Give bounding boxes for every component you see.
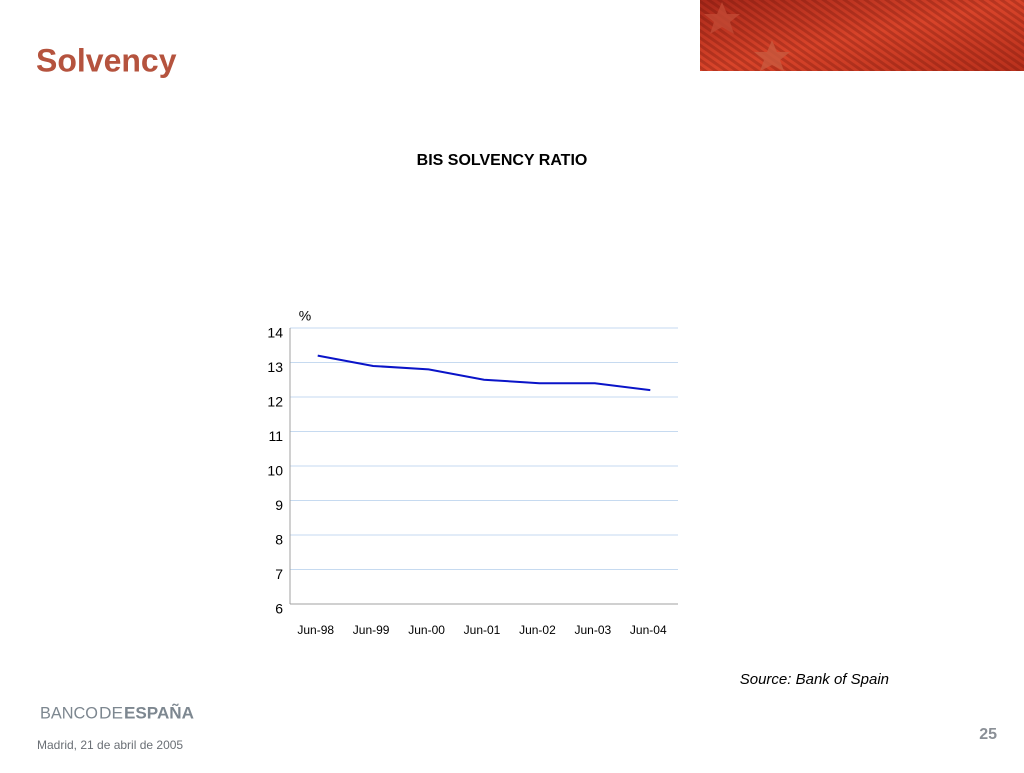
x-tick-label: Jun-00	[408, 623, 445, 637]
y-tick-label: 8	[275, 532, 283, 548]
y-tick-label: 10	[267, 463, 283, 479]
y-tick-label: 12	[267, 394, 283, 410]
y-tick-label: 13	[267, 359, 283, 375]
logo: BANCO DE ESPAÑA	[40, 702, 194, 722]
y-tick-label: 7	[275, 566, 283, 582]
logo-text: BANCO	[40, 703, 98, 722]
plot: 6 7 8 9 10 11 12 13 14 Jun-98 Jun-99 Jun-00 Jun-01 Ju…	[267, 325, 678, 637]
logo-text: DE	[99, 703, 123, 722]
source-note: Source: Bank of Spain	[740, 671, 889, 688]
data-line	[317, 354, 651, 392]
footer-text: Madrid, 21 de abril de 2005	[37, 738, 183, 752]
x-tick-label: Jun-04	[630, 623, 667, 637]
x-tick-label: Jun-99	[353, 623, 390, 637]
x-tick-label: Jun-03	[575, 623, 612, 637]
header-decoration	[700, 0, 1024, 71]
y-tick-label: 11	[268, 428, 283, 444]
x-tick-label: Jun-98	[297, 623, 334, 637]
logo-text: ESPAÑA	[124, 702, 194, 722]
chart-title: BIS SOLVENCY RATIO	[417, 152, 588, 169]
y-tick-label: 6	[275, 601, 283, 617]
x-tick-label: Jun-01	[464, 623, 501, 637]
slide-title: Solvency	[36, 42, 177, 78]
y-tick-label: 14	[267, 325, 283, 341]
page-number: 25	[979, 726, 997, 743]
x-tick-label: Jun-02	[519, 623, 556, 637]
y-axis-label: %	[299, 308, 311, 324]
y-tick-label: 9	[275, 497, 283, 513]
